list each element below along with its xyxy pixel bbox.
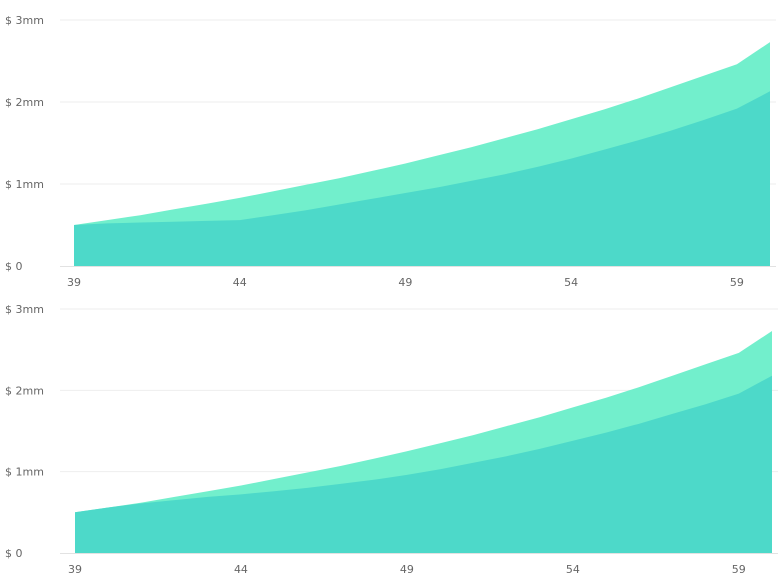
y-tick-label: $ 3mm bbox=[5, 14, 44, 27]
area-series-2 bbox=[75, 375, 772, 553]
x-tick-label: 49 bbox=[398, 276, 412, 289]
x-tick-label: 54 bbox=[566, 563, 580, 576]
x-tick-label: 59 bbox=[732, 563, 746, 576]
x-tick-label: 49 bbox=[400, 563, 414, 576]
y-tick-label: $ 3mm bbox=[5, 303, 44, 316]
area-chart-bottom: $ 0 $ 1mm $ 2mm $ 3mm 39 44 49 54 59 bbox=[0, 290, 780, 586]
area-series-2 bbox=[74, 91, 770, 266]
y-tick-label: $ 1mm bbox=[5, 466, 44, 479]
y-tick-label: $ 0 bbox=[5, 547, 23, 560]
x-tick-label: 44 bbox=[233, 276, 247, 289]
y-tick-label: $ 1mm bbox=[5, 178, 44, 191]
x-tick-label: 59 bbox=[730, 276, 744, 289]
x-tick-label: 39 bbox=[68, 563, 82, 576]
area-chart-top-svg: $ 0 $ 1mm $ 2mm $ 3mm 39 44 49 54 59 bbox=[5, 14, 776, 289]
x-tick-label: 39 bbox=[67, 276, 81, 289]
x-tick-label: 54 bbox=[564, 276, 578, 289]
y-tick-label: $ 2mm bbox=[5, 96, 44, 109]
area-chart-bottom-svg: $ 0 $ 1mm $ 2mm $ 3mm 39 44 49 54 59 bbox=[5, 303, 778, 576]
y-tick-label: $ 0 bbox=[5, 260, 23, 273]
y-tick-label: $ 2mm bbox=[5, 384, 44, 397]
x-tick-label: 44 bbox=[234, 563, 248, 576]
area-chart-top: $ 0 $ 1mm $ 2mm $ 3mm 39 44 49 54 59 bbox=[0, 0, 780, 290]
